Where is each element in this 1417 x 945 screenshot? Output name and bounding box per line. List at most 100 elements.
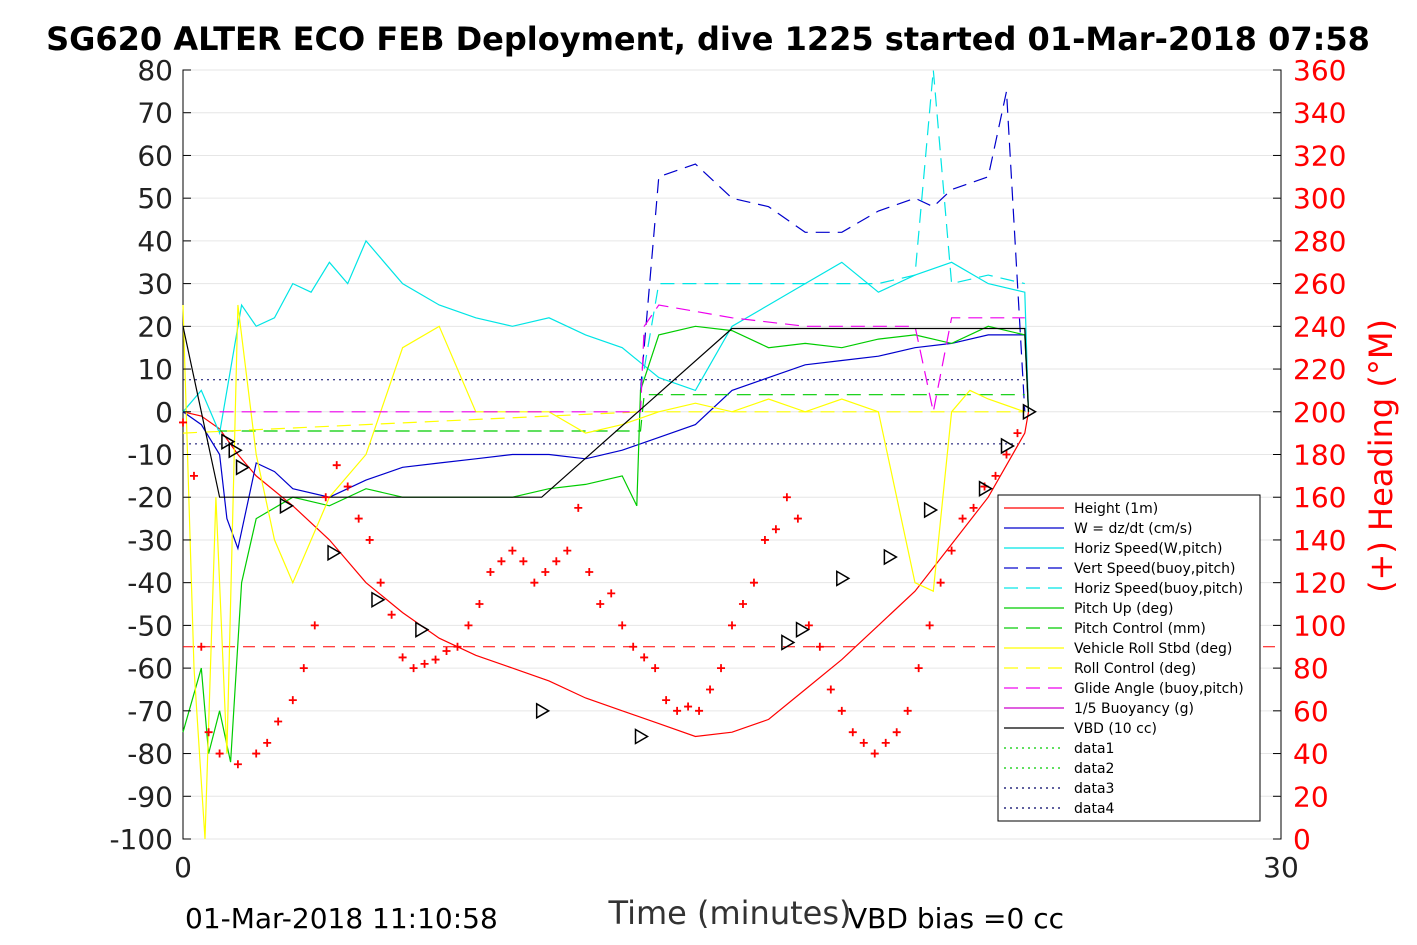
- height-marker: [781, 634, 796, 651]
- heading-point: [1013, 429, 1022, 438]
- height-marker: [221, 433, 236, 450]
- heading-point: [651, 664, 660, 673]
- height-marker: [836, 570, 851, 587]
- tick-label-left: 60: [137, 139, 173, 172]
- legend-label: Height (1m): [1074, 501, 1158, 517]
- heading-point: [321, 493, 330, 502]
- tick-label-left: 10: [137, 353, 173, 386]
- tick-label-right: 140: [1293, 524, 1346, 557]
- series-lines: [182, 69, 1030, 840]
- legend-label: Roll Control (deg): [1074, 661, 1196, 677]
- heading-point: [815, 642, 824, 651]
- heading-point: [837, 706, 846, 715]
- tick-label-right: 100: [1293, 609, 1346, 642]
- series-line: [182, 411, 1025, 434]
- legend-label: Horiz Speed(W,pitch): [1074, 541, 1222, 557]
- legend-label: data4: [1074, 801, 1115, 817]
- height-marker: [923, 501, 939, 519]
- series-line: [182, 239, 1030, 436]
- legend: Height (1m) W = dz/dt (cm/s) Horiz Speed(W…: [997, 494, 1261, 822]
- heading-point: [782, 493, 791, 502]
- heading-point: [204, 728, 213, 737]
- series-line: [182, 326, 1030, 498]
- heading-point: [881, 738, 890, 747]
- height-marker: [327, 544, 342, 562]
- heading-point: [197, 642, 206, 651]
- height-marker: [634, 728, 649, 745]
- tick-label-right: 280: [1293, 225, 1346, 258]
- heading-point: [464, 621, 473, 630]
- tick-label-right: 180: [1293, 439, 1346, 472]
- heading-point: [299, 664, 308, 673]
- tick-label-left: 50: [137, 182, 173, 215]
- heading-point: [563, 546, 572, 555]
- tick-label-right: 120: [1293, 567, 1346, 600]
- height-marker: [279, 497, 294, 515]
- heading-point: [804, 621, 813, 630]
- tick-label-right: 300: [1293, 182, 1346, 215]
- tick-label-left: -90: [127, 780, 173, 813]
- heading-point: [552, 557, 561, 566]
- heading-point: [793, 514, 802, 523]
- tick-label-left: -10: [127, 439, 173, 472]
- tick-label-left: -100: [109, 823, 173, 856]
- left-axis-ticks: -100-90-80-70-60-50-40-30-20-10010203040…: [109, 54, 191, 856]
- footer-timestamp: 01-Mar-2018 11:10:58: [185, 902, 498, 935]
- heading-point: [859, 738, 868, 747]
- legend-label: Pitch Control (mm): [1074, 621, 1206, 637]
- heading-point: [618, 621, 627, 630]
- legend-label: VBD (10 cc): [1074, 721, 1157, 737]
- legend-box: [997, 494, 1261, 822]
- heading-point: [640, 653, 649, 662]
- x-axis-ticks: 0 30: [174, 851, 1299, 884]
- chart-title: SG620 ALTER ECO FEB Deployment, dive 122…: [46, 20, 1370, 58]
- heading-point: [420, 659, 429, 668]
- legend-label: data3: [1074, 781, 1114, 797]
- series-line: [182, 334, 1030, 551]
- right-axis-label: (+) Heading (°M): [1362, 319, 1400, 593]
- heading-point: [706, 685, 715, 694]
- heading-point: [738, 600, 747, 609]
- height-marker: [371, 591, 386, 609]
- tick-label-right: 0: [1293, 823, 1311, 856]
- heading-point: [453, 642, 462, 651]
- tick-label-left: 80: [137, 54, 173, 87]
- height-marker: [978, 480, 994, 497]
- heading-point: [629, 642, 638, 651]
- heading-point: [387, 610, 396, 619]
- heading-point: [903, 706, 912, 715]
- heading-point: [760, 535, 769, 544]
- tick-label-right: 80: [1293, 652, 1329, 685]
- heading-point: [343, 482, 352, 491]
- heading-point: [431, 655, 440, 664]
- heading-point: [486, 567, 495, 576]
- tick-label-left: 0: [155, 396, 173, 429]
- series-line: [639, 69, 1025, 391]
- heading-point: [497, 557, 506, 566]
- heading-point: [684, 702, 693, 711]
- series-line: [219, 304, 1025, 413]
- heading-point: [409, 664, 418, 673]
- series-line: [639, 91, 1026, 412]
- heading-point: [673, 706, 682, 715]
- tick-label-x: 0: [174, 851, 192, 884]
- tick-label-right: 240: [1293, 310, 1346, 343]
- tick-label-left: -70: [127, 695, 173, 728]
- tick-label-right: 220: [1293, 353, 1346, 386]
- heading-point: [728, 621, 736, 630]
- height-markers: [221, 403, 1037, 745]
- height-marker: [415, 621, 430, 638]
- heading-point: [585, 567, 594, 576]
- heading-point: [596, 600, 605, 609]
- heading-point: [519, 557, 528, 566]
- heading-point: [607, 589, 616, 598]
- heading-point: [189, 471, 198, 480]
- heading-point: [892, 728, 901, 737]
- heading-point: [947, 546, 956, 555]
- legend-label: W = dz/dt (cm/s): [1074, 521, 1193, 537]
- legend-label: Horiz Speed(buoy,pitch): [1074, 581, 1243, 597]
- tick-label-left: -80: [127, 738, 173, 771]
- legend-label: Pitch Up (deg): [1074, 601, 1173, 617]
- tick-label-right: 200: [1293, 396, 1346, 429]
- height-marker: [795, 621, 811, 638]
